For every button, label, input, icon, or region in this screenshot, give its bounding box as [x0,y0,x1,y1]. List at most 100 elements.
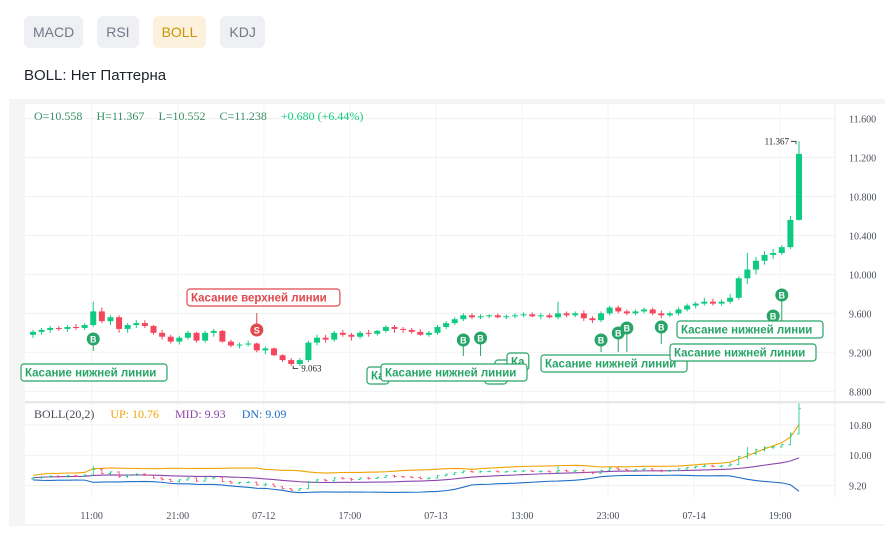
candle-body [641,309,648,312]
ohlc-high: H=11.367 [96,109,145,123]
boll-tick-label: 9.20 [849,482,867,493]
candle-body [494,315,501,318]
candle-body [675,309,682,314]
price-tick-label: 9.200 [849,348,872,359]
candle-body [658,313,665,316]
marker-label-box [380,363,528,382]
marker-letter: B [598,336,605,346]
candle-body [296,360,303,364]
candle-body [253,343,260,351]
boll-lower-line [32,474,800,494]
candle-body [73,326,80,328]
tab-macd[interactable]: MACD [24,16,84,48]
candle-body [649,309,656,314]
marker-label-text: Касание нижней линии [545,359,676,371]
candle-body [684,305,691,310]
candle-body [159,332,166,337]
candle-body [314,337,321,343]
candle-body [227,341,234,346]
candle-body [322,337,329,340]
candle-body [116,317,123,329]
candle-body [107,317,114,322]
candle-body [778,247,785,253]
boll-tick-label: 10.80 [849,421,872,432]
candlestick-chart[interactable]: 11.60011.20010.80010.40010.0009.6009.200… [9,99,885,526]
candle-body [632,311,639,314]
candle-body [503,316,510,318]
candle-body [176,337,183,342]
boll-up-value: UP: 10.76 [110,407,160,421]
price-tick-label: 11.200 [849,154,876,165]
candle-body [245,343,252,345]
marker-label-box [186,288,341,307]
marker-label: Касание нижней линии [676,320,824,339]
candle-body [202,332,209,341]
candle-body [563,313,570,316]
ohlc-low: L=10.552 [158,109,206,123]
candle-body [486,315,493,317]
candle-body [141,323,148,327]
marker-label-text: Касание нижней линии [385,368,516,380]
marker-label-text: Касание нижней линии [674,348,805,360]
ohlc-readout: O=10.558 H=11.367 L=10.552 C=11.238 +0.6… [34,109,363,124]
candle-body [692,303,699,306]
buy-marker [775,288,789,302]
marker-label-text: Касание нижней линии [681,325,812,337]
marker-label: Касание нижней линии [20,363,168,382]
time-tick-label: 07-13 [424,511,447,522]
candle-body [796,153,802,220]
marker-label-box [540,354,688,373]
candle-body [210,330,217,333]
candle-body [279,355,286,361]
candle-body [468,315,475,318]
candle-body [529,314,536,317]
candle-body [589,318,596,321]
tab-rsi[interactable]: RSI [97,16,139,48]
tab-kdj[interactable]: KDJ [220,16,265,48]
candle-body [331,332,338,340]
price-tick-label: 10.400 [849,231,877,242]
candle-body [357,332,364,337]
candle-body [701,301,708,304]
candle-body [374,330,381,334]
buy-marker [620,321,634,335]
candle-body [305,342,312,361]
marker-label: Касание нижней линии [380,363,528,382]
candle-body [623,311,630,314]
buy-marker [456,333,470,347]
time-tick-label: 23:00 [597,511,620,522]
candle-body [709,301,716,304]
candle-body [744,269,751,279]
candle-body [133,323,140,326]
candle-body [598,313,605,321]
boll-legend: BOLL(20,2) UP: 10.76 MID: 9.93 DN: 9.09 [34,407,286,422]
candle-body [400,328,407,330]
time-tick-label: 19:00 [769,511,792,522]
candle-body [417,331,424,335]
chart-panel[interactable]: 11.600 11.200 10.800 10.400 10.000 9.600 9.200… [9,99,885,526]
candle-body [348,334,355,337]
candle-body [718,301,725,304]
tab-boll[interactable]: BOLL [152,16,207,48]
buy-marker [86,332,100,346]
boll-upper-line [32,424,800,476]
candle-body [425,332,432,335]
candle-body [606,307,613,314]
candle-body [511,315,518,317]
buy-marker [594,333,608,347]
low-annotation-arrow [292,365,299,370]
candle-body [193,332,200,341]
candle-body [365,332,372,334]
boll-dn-value: DN: 9.09 [241,407,287,421]
boll-tick-label: 10.00 [849,451,872,462]
marker-label-text: Касание верхней линии [191,293,327,305]
candle-body [339,332,346,335]
candle-body [38,329,45,332]
marker-letter: B [779,291,786,301]
high-annotation-arrow [791,140,797,145]
candle-body [236,344,243,346]
candle-body [451,319,458,324]
candle-body [666,313,673,316]
candle-body [546,315,553,318]
marker-letter: B [460,336,467,346]
